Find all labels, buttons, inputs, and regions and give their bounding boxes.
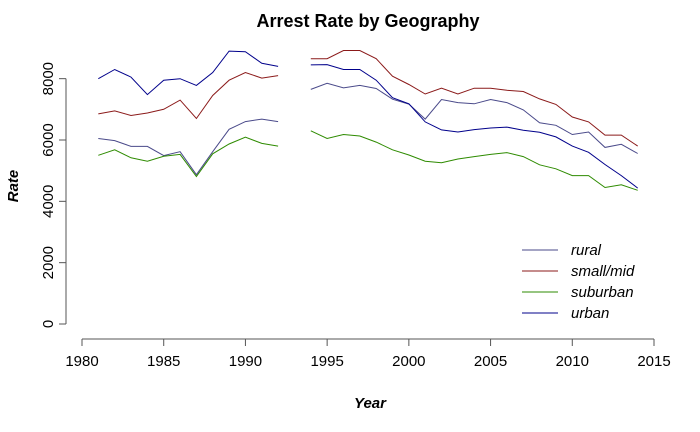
series-line-rural	[98, 82, 638, 176]
x-tick-label: 1990	[229, 353, 262, 370]
y-tick-label: 6000	[40, 123, 57, 156]
y-tick-label: 0	[40, 320, 57, 328]
series-line-urban	[98, 50, 639, 189]
series-line-small-mid	[98, 50, 638, 147]
y-tick-label: 8000	[40, 62, 57, 95]
legend-label: urban	[571, 305, 609, 322]
x-tick-label: 2005	[474, 353, 507, 370]
legend-label: suburban	[571, 284, 634, 301]
series-line-suburban	[98, 130, 638, 191]
legend-label: small/mid	[571, 263, 635, 280]
series-lines	[98, 50, 639, 191]
y-axis-title: Rate	[5, 170, 22, 203]
x-axis-title: Year	[354, 395, 387, 412]
x-tick-label: 1980	[65, 353, 98, 370]
x-tick-label: 1995	[310, 353, 343, 370]
y-tick-label: 4000	[40, 185, 57, 218]
x-tick-label: 2000	[392, 353, 425, 370]
y-tick-label: 2000	[40, 246, 57, 279]
legend-label: rural	[571, 242, 602, 259]
x-tick-label: 2015	[637, 353, 670, 370]
x-axis: 1980 1985 1990 1995 2000 2005 2010 2015	[65, 338, 671, 370]
x-tick-label: 1985	[147, 353, 180, 370]
y-axis: 0 2000 4000 6000 8000	[40, 62, 67, 328]
legend: rural small/mid suburban urban	[522, 242, 635, 322]
chart-title: Arrest Rate by Geography	[256, 11, 479, 31]
x-tick-label: 2010	[556, 353, 589, 370]
